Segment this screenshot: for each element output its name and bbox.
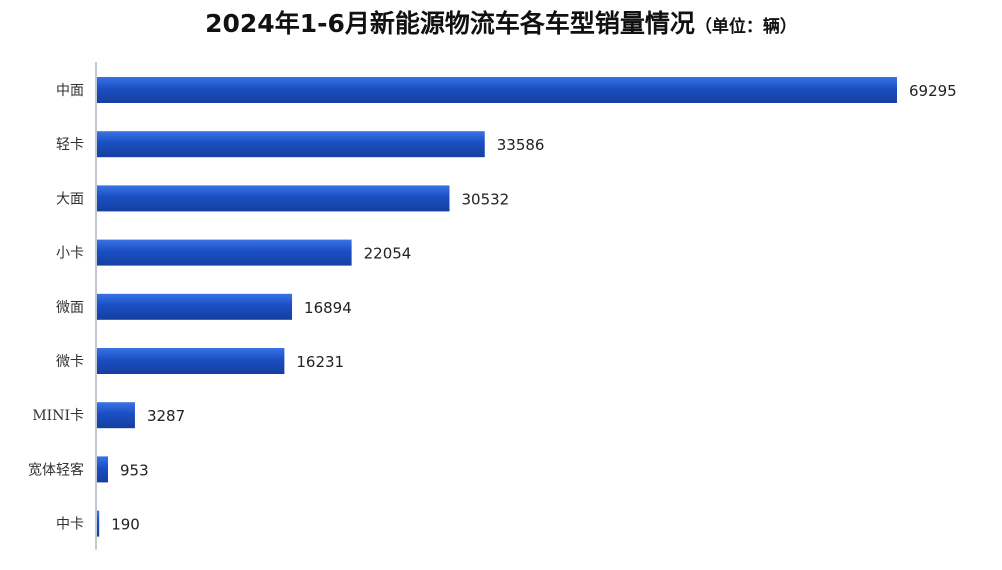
value-label: 190 [111, 516, 140, 534]
category-label: 宽体轻客 [28, 461, 84, 478]
bar-4 [97, 293, 293, 320]
value-label: 69295 [909, 82, 957, 100]
bar-7 [97, 456, 109, 483]
category-label: 轻卡 [56, 137, 84, 153]
category-label: 微卡 [56, 354, 84, 370]
bar-2 [97, 185, 450, 212]
bar-3 [97, 239, 352, 266]
chart-unit-label: （单位：辆） [694, 17, 797, 37]
bar-0 [97, 77, 897, 103]
value-label: 30532 [461, 190, 509, 208]
value-label: 16231 [296, 353, 344, 371]
category-label: 微面 [56, 300, 84, 316]
category-label: MINI卡 [32, 408, 84, 424]
value-label: 16894 [304, 299, 352, 317]
chart-title-text: 2024年1-6月新能源物流车各车型销量情况 [205, 9, 695, 38]
value-label: 3287 [147, 407, 185, 425]
category-label: 大面 [56, 191, 84, 207]
value-label: 33586 [497, 136, 545, 154]
chart-title: 2024年1-6月新能源物流车各车型销量情况（单位：辆） [0, 4, 1002, 40]
bar-8 [97, 510, 100, 537]
category-label: 中卡 [56, 517, 84, 533]
category-label: 小卡 [56, 246, 84, 262]
bar-5 [97, 348, 285, 374]
bar-6 [97, 402, 135, 429]
bar-1 [97, 131, 485, 158]
value-label: 953 [120, 461, 149, 479]
category-label: 中面 [56, 83, 84, 99]
value-label: 22054 [364, 245, 412, 263]
